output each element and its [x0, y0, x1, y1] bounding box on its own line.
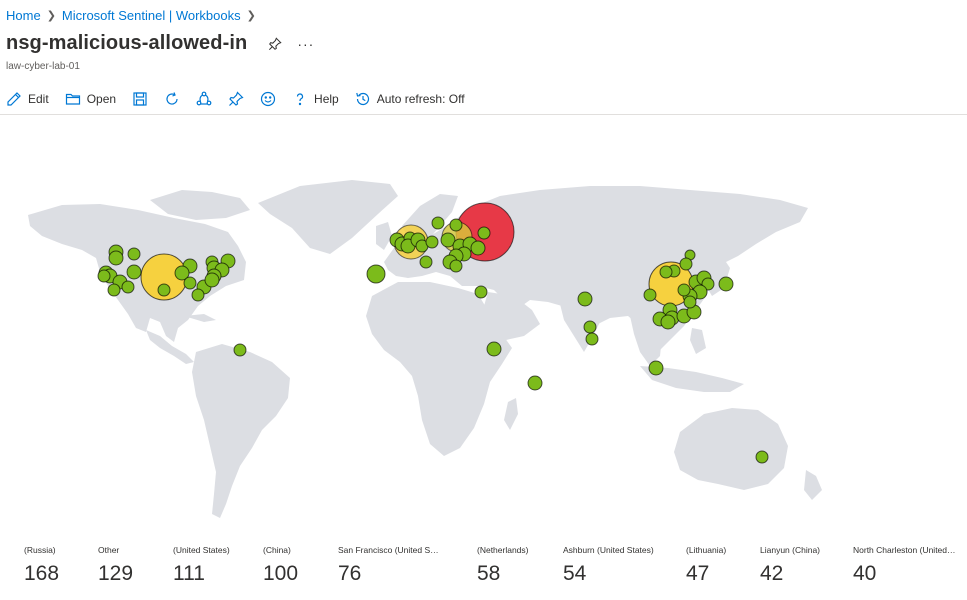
tile-netherlands[interactable]: (Netherlands) 58	[477, 545, 549, 586]
tile-value: 58	[477, 562, 501, 585]
land-greenland	[258, 180, 398, 254]
auto-refresh-button[interactable]: Auto refresh: Off	[355, 88, 465, 110]
tile-label: Lianyun (China)	[760, 545, 821, 555]
save-button[interactable]	[132, 88, 148, 110]
map-markers-asia	[486, 249, 769, 464]
tile-value: 168	[24, 562, 60, 585]
tile-label: (Netherlands)	[477, 545, 529, 555]
share-icon	[196, 91, 212, 106]
tile-label: (Lithuania)	[686, 545, 727, 555]
pin-icon[interactable]	[267, 36, 283, 52]
tile-russia[interactable]: (Russia) 168	[24, 545, 134, 586]
title-row: nsg-malicious-allowed-in ···	[6, 32, 314, 55]
tile-label: (China)	[263, 545, 291, 555]
open-button[interactable]: Open	[65, 88, 116, 110]
save-icon	[133, 92, 147, 106]
workspace-subtitle: law-cyber-lab-01	[6, 61, 80, 72]
land-india	[560, 300, 602, 352]
tile-lianyun[interactable]: Lianyun (China) 42	[760, 545, 840, 586]
question-mark-icon	[296, 93, 304, 106]
land-arctic-islands	[150, 190, 250, 220]
page-title: nsg-malicious-allowed-in	[6, 32, 248, 54]
land-south-america	[192, 344, 290, 518]
location-tiles: (Russia) 168 Other 129 (United States) 1…	[0, 545, 967, 595]
pencil-icon	[7, 92, 21, 106]
feedback-button[interactable]	[260, 88, 276, 110]
tile-label: Ashburn (United States)	[563, 545, 654, 555]
tile-value: 76	[338, 562, 362, 585]
land-africa	[366, 282, 512, 456]
tile-value: 40	[853, 562, 877, 585]
land-se-asia	[630, 316, 662, 366]
refresh-button[interactable]	[164, 88, 180, 110]
world-map[interactable]	[0, 120, 967, 540]
refresh-icon	[166, 92, 178, 105]
pin-button[interactable]	[228, 88, 244, 110]
tile-value: 42	[760, 562, 784, 585]
tile-value: 47	[686, 562, 710, 585]
land-central-america	[146, 330, 194, 364]
world-map-canvas	[28, 180, 822, 518]
land-uk	[376, 222, 392, 250]
pin-icon	[229, 91, 244, 106]
folder-icon	[65, 93, 80, 105]
more-options-button[interactable]: ···	[297, 35, 315, 52]
land-australia	[674, 408, 788, 490]
open-label: Open	[86, 92, 117, 106]
auto-refresh-label: Auto refresh: Off	[376, 92, 465, 106]
edit-label: Edit	[28, 92, 49, 106]
tile-lithuania[interactable]: (Lithuania) 47	[686, 545, 751, 586]
share-button[interactable]	[196, 88, 212, 110]
tile-north-charleston[interactable]: North Charleston (United States) 40	[853, 545, 957, 586]
toolbar: Edit Open Help	[6, 88, 481, 110]
map-markers-europe	[366, 216, 491, 299]
land-new-zealand	[804, 470, 822, 500]
tile-value: 111	[173, 562, 205, 585]
land-caribbean	[184, 314, 216, 322]
tile-label: San Francisco (United States)	[338, 545, 440, 555]
land-iceland	[346, 210, 372, 222]
edit-button[interactable]: Edit	[6, 88, 49, 110]
chevron-right-icon: ❯	[246, 10, 256, 22]
tile-value: 100	[263, 562, 299, 585]
breadcrumb-workbooks-link[interactable]: Microsoft Sentinel | Workbooks	[61, 8, 241, 23]
tile-other[interactable]: Other 129	[98, 545, 208, 586]
tile-value: 54	[563, 562, 587, 585]
land-madagascar	[504, 398, 518, 430]
tile-ashburn[interactable]: Ashburn (United States) 54	[563, 545, 668, 586]
tile-san-francisco[interactable]: San Francisco (United States) 76	[338, 545, 440, 586]
help-label: Help	[314, 92, 339, 106]
land-indonesia	[640, 366, 744, 392]
toolbar-divider	[0, 114, 967, 115]
breadcrumb: Home ❯ Microsoft Sentinel | Workbooks ❯	[6, 8, 262, 23]
tile-united-states[interactable]: (United States) 111	[173, 545, 248, 586]
tile-value: 129	[98, 562, 134, 585]
help-button[interactable]: Help	[292, 88, 339, 110]
tile-label: (United States)	[173, 545, 230, 555]
map-markers	[97, 202, 769, 464]
chevron-right-icon: ❯	[46, 10, 56, 22]
tile-china[interactable]: (China) 100	[263, 545, 323, 586]
tile-label: North Charleston (United States)	[853, 545, 957, 555]
map-markers-north-america	[97, 244, 247, 357]
map-land	[28, 180, 822, 518]
land-philippines	[690, 328, 706, 354]
breadcrumb-home-link[interactable]: Home	[6, 8, 41, 23]
clock-refresh-icon	[355, 92, 369, 106]
smiley-icon	[260, 91, 276, 107]
